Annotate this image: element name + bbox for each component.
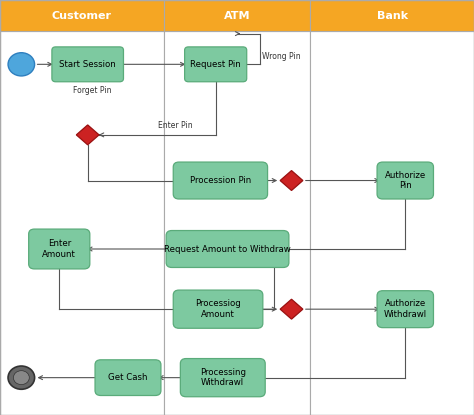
Circle shape [13, 371, 29, 385]
Text: Enter Pin: Enter Pin [158, 121, 193, 130]
Text: Processing
Withdrawl: Processing Withdrawl [200, 368, 246, 387]
Text: Processiog
Amount: Processiog Amount [195, 300, 241, 319]
FancyBboxPatch shape [166, 231, 289, 267]
Circle shape [8, 53, 35, 76]
Bar [310, 31, 474, 415]
Text: Start Session: Start Session [59, 60, 116, 69]
FancyBboxPatch shape [185, 47, 246, 82]
Polygon shape [76, 125, 99, 145]
Text: Authorize
Pin: Authorize Pin [384, 171, 426, 190]
Text: Request Amount to Withdraw: Request Amount to Withdraw [164, 244, 291, 254]
FancyBboxPatch shape [173, 162, 267, 199]
Text: Wrong Pin: Wrong Pin [262, 51, 300, 61]
Text: Bank: Bank [377, 10, 408, 21]
Text: Procession Pin: Procession Pin [190, 176, 251, 185]
Bar [0, 0, 164, 31]
Text: Forget Pin: Forget Pin [73, 85, 112, 95]
Text: Request Pin: Request Pin [190, 60, 241, 69]
Text: Customer: Customer [52, 10, 112, 21]
Bar [164, 31, 310, 415]
Text: ATM: ATM [224, 10, 250, 21]
Polygon shape [280, 171, 303, 190]
Bar [0, 31, 164, 415]
FancyBboxPatch shape [95, 360, 161, 395]
Bar [164, 0, 310, 31]
Text: Enter
Amount: Enter Amount [42, 239, 76, 259]
Circle shape [8, 366, 35, 389]
FancyBboxPatch shape [377, 290, 433, 328]
Text: Authorize
Withdrawl: Authorize Withdrawl [384, 300, 427, 319]
FancyBboxPatch shape [29, 229, 90, 269]
Polygon shape [280, 299, 303, 319]
Text: Get Cash: Get Cash [108, 373, 148, 382]
FancyBboxPatch shape [173, 290, 263, 328]
FancyBboxPatch shape [52, 47, 123, 82]
FancyBboxPatch shape [180, 359, 265, 397]
Bar [310, 0, 474, 31]
FancyBboxPatch shape [377, 162, 433, 199]
